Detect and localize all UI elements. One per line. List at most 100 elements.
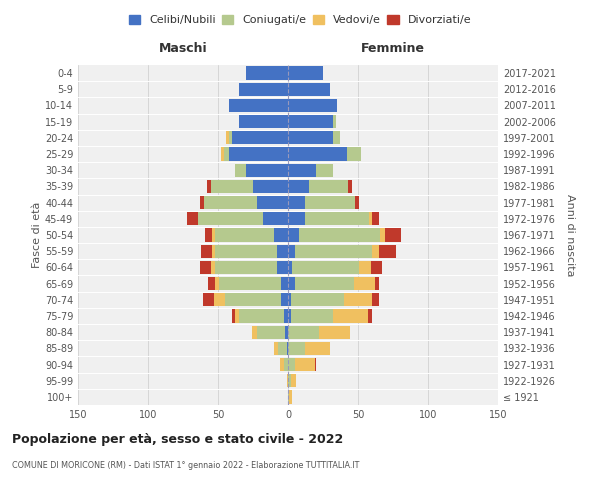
- Bar: [200, 196, 204, 209]
- Bar: [305, 342, 330, 355]
- Bar: [288, 310, 291, 322]
- Bar: [292, 260, 359, 274]
- Bar: [295, 277, 354, 290]
- Bar: [225, 293, 281, 306]
- Bar: [229, 99, 288, 112]
- Text: Femmine: Femmine: [361, 42, 425, 56]
- Bar: [295, 358, 314, 371]
- Bar: [221, 148, 224, 160]
- Bar: [305, 212, 369, 226]
- Bar: [214, 293, 225, 306]
- Bar: [187, 212, 199, 226]
- Bar: [333, 310, 368, 322]
- Bar: [288, 82, 330, 96]
- Bar: [333, 131, 340, 144]
- Bar: [289, 390, 292, 404]
- Bar: [220, 277, 281, 290]
- Bar: [354, 277, 375, 290]
- Bar: [232, 131, 288, 144]
- Bar: [288, 66, 323, 80]
- Bar: [212, 244, 215, 258]
- Bar: [232, 310, 235, 322]
- Bar: [205, 228, 212, 241]
- Bar: [375, 277, 379, 290]
- Bar: [251, 326, 257, 339]
- Bar: [278, 342, 287, 355]
- Bar: [288, 148, 347, 160]
- Bar: [372, 212, 379, 226]
- Bar: [229, 131, 232, 144]
- Bar: [215, 244, 277, 258]
- Bar: [288, 131, 333, 144]
- Bar: [287, 374, 288, 388]
- Bar: [368, 310, 372, 322]
- Bar: [239, 82, 288, 96]
- Y-axis label: Fasce di età: Fasce di età: [32, 202, 42, 268]
- Bar: [199, 212, 263, 226]
- Bar: [288, 260, 292, 274]
- Bar: [288, 228, 299, 241]
- Bar: [239, 310, 284, 322]
- Bar: [372, 244, 379, 258]
- Bar: [291, 293, 344, 306]
- Text: Maschi: Maschi: [158, 42, 208, 56]
- Bar: [208, 277, 215, 290]
- Legend: Celibi/Nubili, Coniugati/e, Vedovi/e, Divorziati/e: Celibi/Nubili, Coniugati/e, Vedovi/e, Di…: [124, 10, 476, 30]
- Bar: [211, 180, 253, 193]
- Bar: [309, 180, 348, 193]
- Bar: [379, 244, 396, 258]
- Bar: [235, 310, 239, 322]
- Bar: [316, 164, 333, 177]
- Bar: [371, 260, 382, 274]
- Bar: [369, 212, 372, 226]
- Bar: [203, 293, 214, 306]
- Bar: [207, 180, 211, 193]
- Y-axis label: Anni di nascita: Anni di nascita: [565, 194, 575, 276]
- Bar: [288, 342, 305, 355]
- Bar: [305, 196, 355, 209]
- Bar: [280, 358, 284, 371]
- Bar: [380, 228, 385, 241]
- Bar: [372, 293, 379, 306]
- Bar: [288, 212, 305, 226]
- Bar: [281, 277, 288, 290]
- Bar: [200, 260, 211, 274]
- Bar: [263, 212, 288, 226]
- Bar: [319, 326, 350, 339]
- Bar: [215, 228, 274, 241]
- Bar: [285, 326, 288, 339]
- Bar: [291, 310, 333, 322]
- Bar: [257, 196, 288, 209]
- Bar: [299, 228, 380, 241]
- Bar: [348, 180, 352, 193]
- Bar: [287, 342, 288, 355]
- Bar: [277, 244, 288, 258]
- Bar: [291, 374, 296, 388]
- Bar: [355, 196, 359, 209]
- Bar: [257, 326, 285, 339]
- Text: Popolazione per età, sesso e stato civile - 2022: Popolazione per età, sesso e stato civil…: [12, 432, 343, 446]
- Bar: [253, 180, 288, 193]
- Bar: [347, 148, 361, 160]
- Bar: [288, 326, 319, 339]
- Bar: [201, 244, 212, 258]
- Bar: [246, 164, 288, 177]
- Text: COMUNE DI MORICONE (RM) - Dati ISTAT 1° gennaio 2022 - Elaborazione TUTTITALIA.I: COMUNE DI MORICONE (RM) - Dati ISTAT 1° …: [12, 460, 359, 469]
- Bar: [288, 390, 289, 404]
- Bar: [288, 196, 305, 209]
- Bar: [288, 358, 295, 371]
- Bar: [239, 115, 288, 128]
- Bar: [246, 66, 288, 80]
- Bar: [288, 374, 291, 388]
- Bar: [288, 115, 333, 128]
- Bar: [288, 164, 316, 177]
- Bar: [215, 277, 220, 290]
- Bar: [277, 260, 288, 274]
- Bar: [359, 260, 371, 274]
- Bar: [284, 358, 288, 371]
- Bar: [333, 115, 335, 128]
- Bar: [274, 342, 278, 355]
- Bar: [288, 277, 295, 290]
- Bar: [226, 131, 229, 144]
- Bar: [344, 293, 372, 306]
